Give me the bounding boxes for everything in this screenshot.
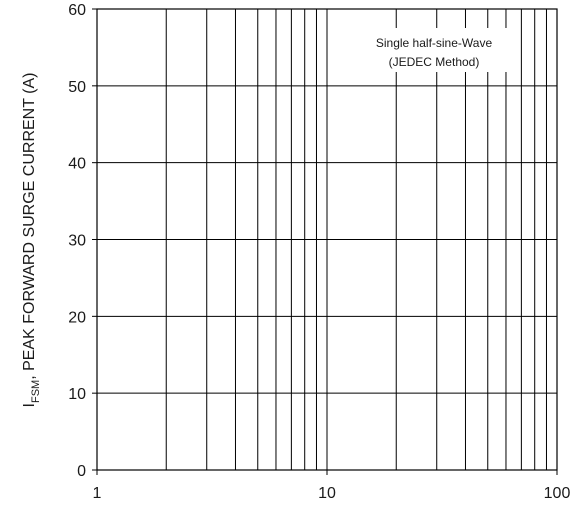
grid-lines — [97, 9, 557, 470]
x-tick-label: 100 — [544, 485, 571, 502]
annotation-line-1: Single half-sine-Wave — [376, 36, 493, 50]
y-tick-label: 20 — [68, 309, 86, 326]
y-tick-labels: 0 10 20 30 40 50 60 — [68, 2, 97, 480]
annotation-line-2: (JEDEC Method) — [389, 55, 480, 69]
y-tick-label: 10 — [68, 386, 86, 403]
y-axis-label-subscript: FSM — [30, 380, 42, 403]
y-axis-label-prefix: I — [21, 403, 38, 407]
x-tick-label: 1 — [93, 485, 102, 502]
y-tick-label: 30 — [68, 233, 86, 250]
y-tick-label: 0 — [77, 463, 86, 480]
y-axis-label-text: , PEAK FORWARD SURGE CURRENT (A) — [21, 73, 38, 380]
x-tick-label: 10 — [318, 485, 336, 502]
x-tick-labels: 1 10 100 — [93, 470, 571, 502]
y-axis-label: IFSM, PEAK FORWARD SURGE CURRENT (A) — [21, 73, 42, 408]
y-tick-label: 40 — [68, 156, 86, 173]
y-tick-label: 50 — [68, 79, 86, 96]
y-tick-label: 60 — [68, 2, 86, 19]
annotation-box — [358, 28, 508, 72]
svg-text:IFSM, PEAK FORWARD SURGE CURRE: IFSM, PEAK FORWARD SURGE CURRENT (A) — [21, 73, 42, 408]
